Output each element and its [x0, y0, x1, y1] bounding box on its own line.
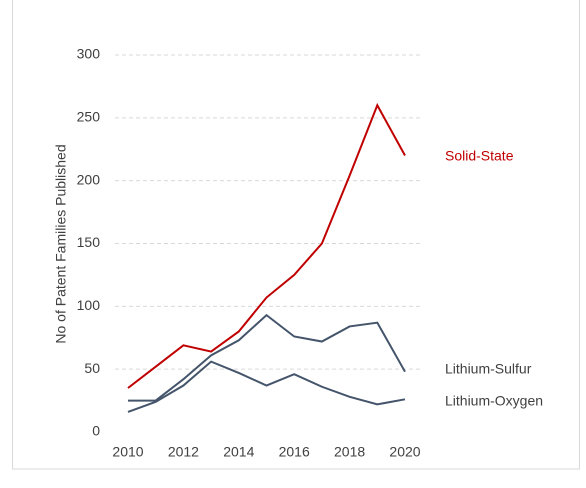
x-tick-label: 2016	[279, 444, 310, 460]
y-tick-label: 250	[77, 109, 101, 125]
x-tick-label: 2012	[168, 444, 199, 460]
chart-frame	[12, 0, 580, 470]
x-tick-label: 2010	[112, 444, 143, 460]
x-tick-label: 2020	[389, 444, 420, 460]
series-line	[128, 313, 406, 402]
series-label: Lithium-Sulfur	[445, 361, 532, 377]
y-axis-label: No of Patent Families Published	[53, 144, 69, 343]
series-line	[127, 360, 406, 413]
y-tick-label: 0	[92, 423, 100, 439]
x-tick-label: 2018	[334, 444, 365, 460]
y-tick-label: 300	[77, 46, 101, 62]
series-label: Lithium-Oxygen	[445, 393, 543, 409]
series-line	[127, 102, 406, 389]
y-tick-label: 50	[84, 360, 100, 376]
y-tick-label: 100	[77, 297, 101, 313]
x-tick-label: 2014	[223, 444, 254, 460]
y-tick-label: 200	[77, 171, 101, 187]
series-label: Solid-State	[445, 148, 514, 164]
y-tick-label: 150	[77, 234, 101, 250]
